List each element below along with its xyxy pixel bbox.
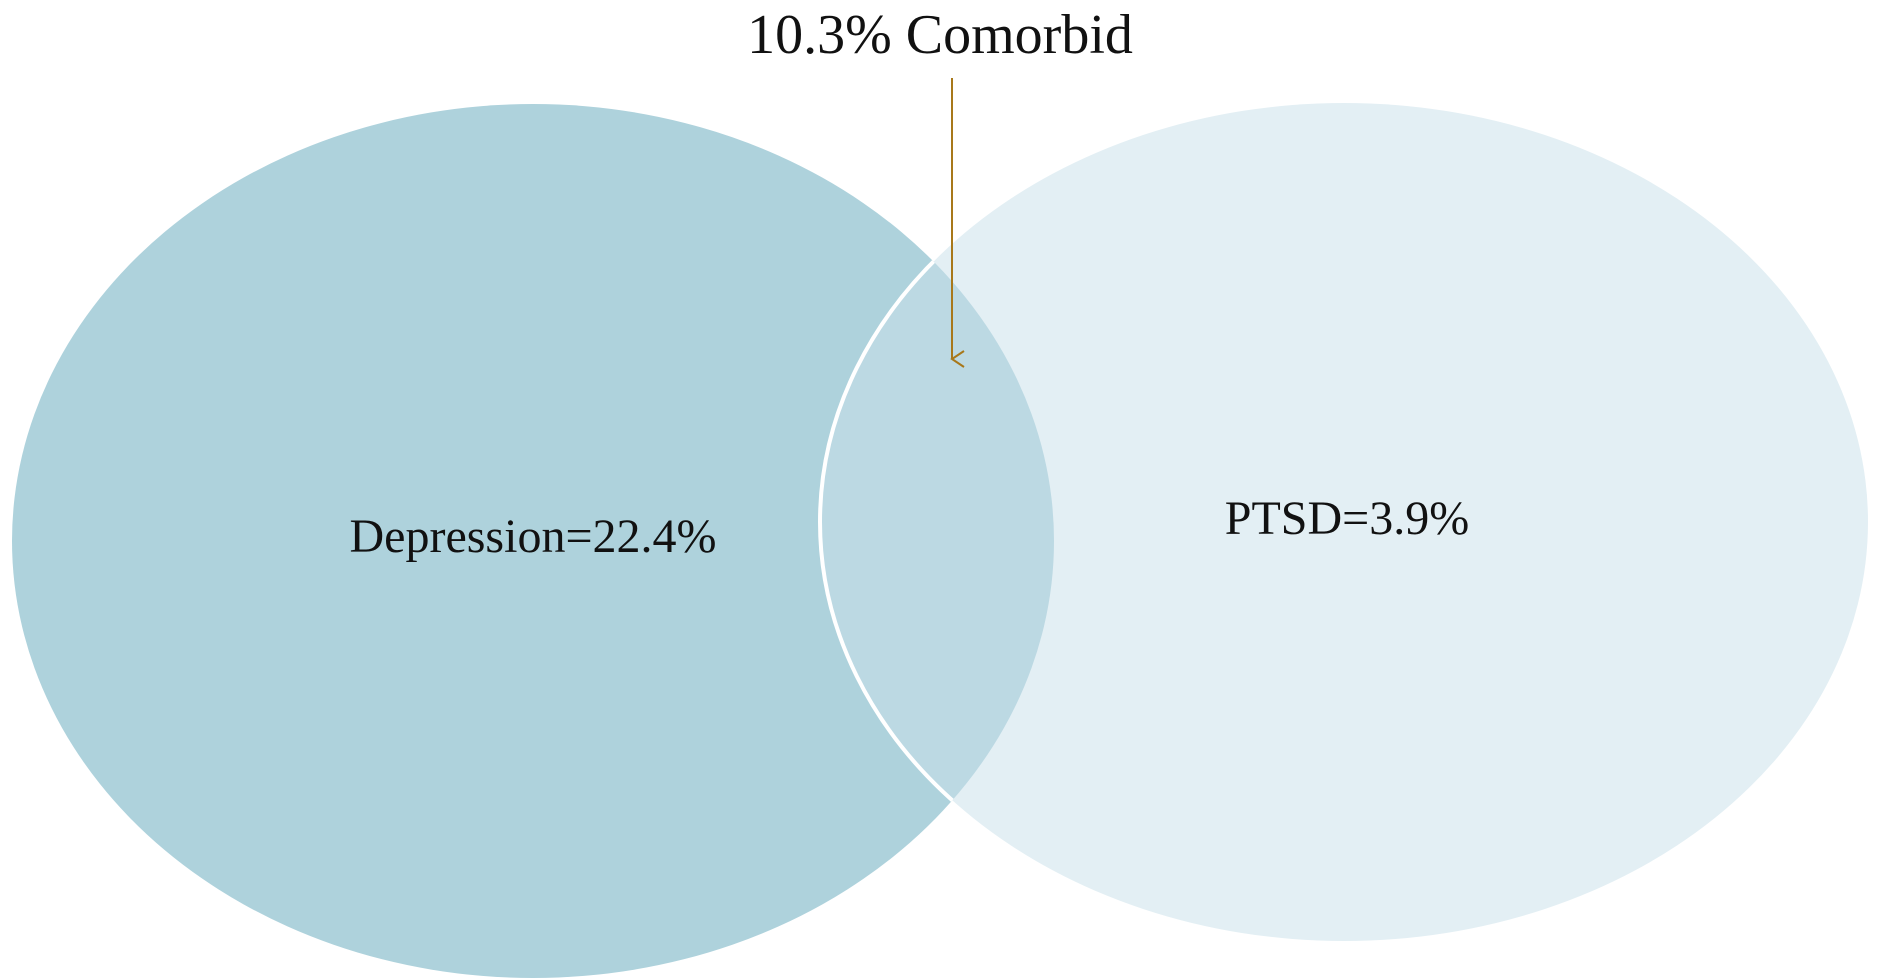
ptsd-label: PTSD=3.9% <box>1225 492 1469 545</box>
comorbid-label: 10.3% Comorbid <box>747 4 1133 66</box>
overlap-region <box>818 104 1054 943</box>
depression-label: Depression=22.4% <box>349 510 716 563</box>
overlap <box>818 104 1054 943</box>
depression-circle <box>12 104 1054 978</box>
ptsd-circle <box>820 103 1868 941</box>
